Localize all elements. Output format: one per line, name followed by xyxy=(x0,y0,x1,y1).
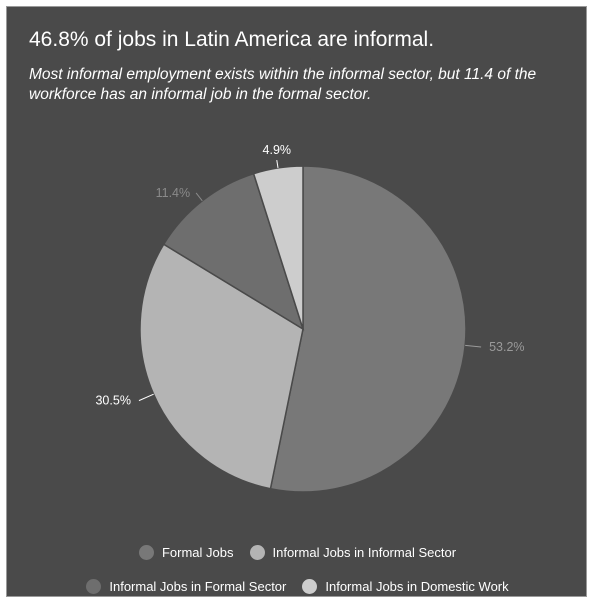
legend-item-informal-sector[interactable]: Informal Jobs in Informal Sector xyxy=(249,545,457,560)
slice-domestic-work[interactable] xyxy=(252,165,304,330)
slice-informal-formal-sector[interactable] xyxy=(162,172,305,331)
legend-swatch-informal-sector xyxy=(249,545,265,560)
legend-label: Informal Jobs in Domestic Work xyxy=(325,579,509,594)
pie-chart: 53.2% 30.5% 11.4% 4.9% xyxy=(95,143,525,493)
legend-item-formal-jobs[interactable]: Formal Jobs xyxy=(138,545,234,560)
legend-label: Formal Jobs xyxy=(161,545,234,560)
leader-line xyxy=(465,344,482,348)
data-label-informal-formal-sector: 11.4% xyxy=(156,186,191,200)
data-label-formal-jobs: 53.2% xyxy=(489,340,524,354)
legend-label: Informal Jobs in Formal Sector xyxy=(109,579,287,594)
chart-title: 46.8% of jobs in Latin America are infor… xyxy=(29,28,435,51)
data-label-informal-sector: 30.5% xyxy=(95,394,130,408)
data-label-domestic-work: 4.9% xyxy=(263,143,292,157)
legend-label: Informal Jobs in Informal Sector xyxy=(272,545,457,560)
legend-swatch-formal-sector xyxy=(86,579,102,594)
legend-row-1: Formal Jobs Informal Jobs in Informal Se… xyxy=(7,545,588,560)
legend-swatch-formal xyxy=(138,545,154,560)
chart-frame: 46.8% of jobs in Latin America are infor… xyxy=(6,6,587,597)
leader-line xyxy=(195,192,203,202)
leader-line xyxy=(276,159,279,169)
leader-line xyxy=(138,393,154,402)
chart-subtitle: Most informal employment exists within t… xyxy=(29,66,537,103)
legend-row-2: Informal Jobs in Formal Sector Informal … xyxy=(7,579,588,594)
legend-item-formal-sector[interactable]: Informal Jobs in Formal Sector xyxy=(86,579,286,594)
legend-swatch-domestic-work xyxy=(302,579,318,594)
legend-item-domestic-work[interactable]: Informal Jobs in Domestic Work xyxy=(302,579,509,594)
slice-informal-sector[interactable] xyxy=(139,243,304,490)
